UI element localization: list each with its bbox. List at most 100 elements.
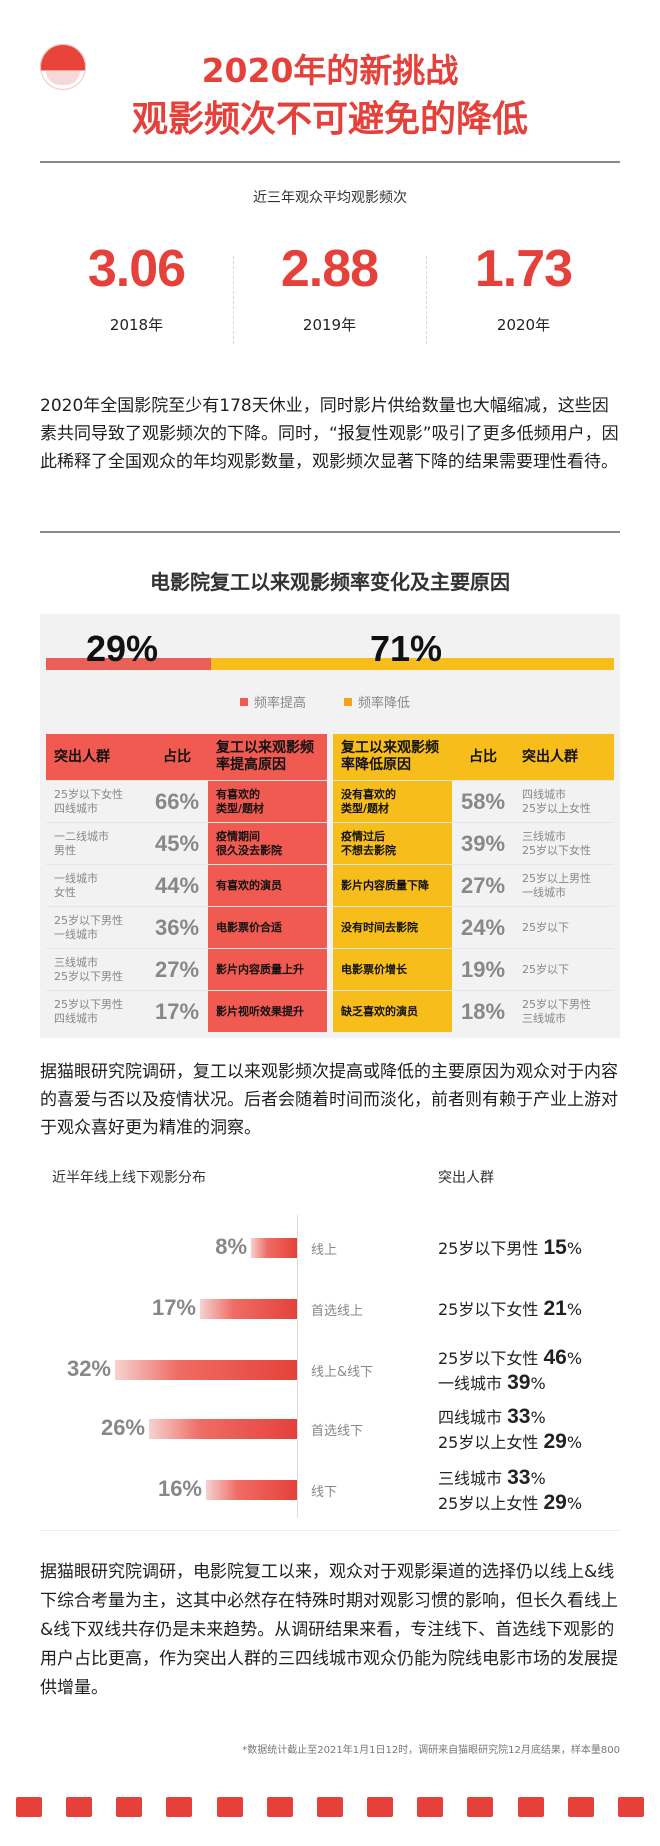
group-value: 46: [543, 1346, 567, 1369]
group-value: 21: [543, 1297, 567, 1320]
distribution-bar: [206, 1480, 297, 1500]
decorative-dot: [367, 1797, 394, 1817]
header-reason: 复工以来观影频率提高原因: [208, 734, 327, 780]
cell-share: 45%: [154, 830, 200, 856]
group-name: 四线城市: [438, 1408, 508, 1427]
highlight-group: 四线城市 33%: [438, 1405, 582, 1430]
decorative-dot-row: [16, 1797, 644, 1817]
cell-share: 58%: [460, 788, 506, 814]
cell-reason: 电影票价合适: [208, 907, 327, 948]
group-name: 25岁以下女性: [438, 1300, 544, 1319]
mid-paragraph: 据猫眼研究院调研，复工以来观影频次提高或降低的主要原因为观众对于内容的喜爱与否以…: [40, 1062, 618, 1138]
highlight-group: 25岁以下女性 21%: [438, 1297, 582, 1322]
header-group: 突出人群: [514, 734, 614, 780]
highlight-group: 25岁以下女性 46%: [438, 1346, 582, 1371]
decorative-dot: [417, 1797, 444, 1817]
stat-2020: 1.73 2020年: [427, 240, 620, 335]
group-name: 一线城市: [438, 1374, 508, 1393]
decorative-dot: [517, 1797, 544, 1817]
stat-divider: [233, 256, 234, 344]
table-row: 影片内容质量下降 27% 25岁以上男性 一线城市: [333, 864, 614, 906]
decorative-dot: [567, 1797, 594, 1817]
increase-table: 突出人群 占比 复工以来观影频率提高原因 25岁以下女性 四线城市 66% 有喜欢的…: [46, 734, 327, 1032]
highlight-groups: 四线城市 33% 25岁以上女性 29%: [438, 1405, 582, 1455]
chart-axis: [297, 1215, 298, 1518]
cell-group: 25岁以下: [522, 920, 569, 934]
highlight-groups: 25岁以下女性 46% 一线城市 39%: [438, 1346, 582, 1396]
decorative-dot: [266, 1797, 293, 1817]
group-unit: %: [566, 1494, 583, 1513]
down-percent: 71%: [370, 628, 443, 669]
highlight-group: 25岁以上女性 29%: [438, 1430, 582, 1455]
highlight-group: 一线城市 39%: [438, 1371, 582, 1396]
table-row: 25岁以下女性 四线城市 66% 有喜欢的 类型/题材: [46, 780, 327, 822]
table-row: 没有喜欢的 类型/题材 58% 四线城市 25岁以上女性: [333, 780, 614, 822]
cell-group: 25岁以上男性 一线城市: [522, 871, 591, 899]
stat-value: 3.06: [87, 240, 186, 298]
cell-share: 27%: [154, 956, 200, 982]
header-group: 突出人群: [46, 734, 146, 780]
distribution-row: 8% 线上 25岁以下男性 15%: [0, 1228, 660, 1268]
cell-group: 25岁以下: [522, 962, 569, 976]
distribution-label: 首选线下: [311, 1424, 364, 1439]
group-name: 三线城市: [438, 1469, 508, 1488]
cell-share: 36%: [154, 914, 200, 940]
distribution-bar: [149, 1419, 297, 1439]
distribution-percent: 32%: [66, 1356, 111, 1381]
table-row: 三线城市 25岁以下男性 27% 影片内容质量上升: [46, 948, 327, 990]
table-header: 突出人群 占比 复工以来观影频率提高原因: [46, 734, 327, 780]
highlight-groups: 三线城市 33% 25岁以上女性 29%: [438, 1466, 582, 1516]
cell-reason: 疫情期间 很久没去影院: [208, 823, 327, 864]
groups-header: 突出人群: [438, 1170, 494, 1186]
table-header: 复工以来观影频率降低原因 占比 突出人群: [333, 734, 614, 780]
divider: [40, 531, 620, 533]
page-title-line1: 2020年的新挑战: [201, 51, 459, 90]
bar-up: [46, 658, 211, 670]
table-row: 一二线城市 男性 45% 疫情期间 很久没去影院: [46, 822, 327, 864]
frequency-split-bar: [46, 658, 614, 670]
highlight-group: 25岁以上女性 29%: [438, 1491, 582, 1516]
cell-reason: 没有喜欢的 类型/题材: [333, 781, 452, 822]
group-unit: %: [530, 1374, 546, 1393]
decorative-dot: [467, 1797, 494, 1817]
cell-reason: 电影票价增长: [333, 949, 452, 990]
distribution-row: 26% 首选线下 四线城市 33% 25岁以上女性 29%: [0, 1405, 660, 1453]
group-value: 29: [543, 1491, 567, 1514]
closing-paragraph: 据猫眼研究院调研，电影院复工以来，观众对于观影渠道的选择仍以线上&线下综合考量为…: [40, 1562, 618, 1698]
footnote: *数据统计截止至2021年1月1日12时，调研来自猫眼研究院12月底结果，样本量…: [242, 1745, 620, 1756]
divider: [40, 161, 620, 163]
group-value: 15: [543, 1236, 567, 1259]
distribution-label: 线上: [311, 1243, 338, 1258]
distribution-label: 首选线上: [311, 1304, 364, 1319]
distribution-percent: 17%: [151, 1295, 196, 1320]
cell-reason: 疫情过后 不想去影院: [333, 823, 452, 864]
stat-year: 2018年: [109, 316, 164, 334]
distribution-bar: [115, 1360, 297, 1380]
cell-share: 24%: [460, 914, 506, 940]
group-value: 39: [507, 1371, 531, 1394]
group-unit: %: [566, 1433, 583, 1452]
cell-share: 17%: [154, 998, 200, 1024]
group-name: 25岁以下男性: [438, 1239, 544, 1258]
stat-year: 2019年: [302, 316, 357, 334]
distribution-percent: 16%: [157, 1476, 202, 1501]
bar-down: [211, 658, 614, 670]
header-share: 占比: [146, 734, 208, 780]
cell-group: 一线城市 女性: [54, 871, 98, 899]
stat-2019: 2.88 2019年: [233, 240, 426, 335]
decrease-table: 复工以来观影频率降低原因 占比 突出人群 没有喜欢的 类型/题材 58% 四线城市 …: [333, 734, 614, 1032]
cell-group: 四线城市 25岁以上女性: [522, 787, 591, 815]
cell-share: 66%: [154, 788, 200, 814]
distribution-percent: 26%: [100, 1415, 145, 1440]
table-row: 疫情过后 不想去影院 39% 三线城市 25岁以下女性: [333, 822, 614, 864]
table-row: 25岁以下男性 一线城市 36% 电影票价合适: [46, 906, 327, 948]
table-row: 一线城市 女性 44% 有喜欢的演员: [46, 864, 327, 906]
decorative-dot: [66, 1797, 93, 1817]
stat-value: 1.73: [474, 240, 573, 298]
table-row: 没有时间去影院 24% 25岁以下: [333, 906, 614, 948]
cell-reason: 影片内容质量下降: [333, 865, 452, 906]
cell-reason: 缺乏喜欢的演员: [333, 991, 452, 1032]
decorative-dot: [316, 1797, 343, 1817]
table-row: 电影票价增长 19% 25岁以下: [333, 948, 614, 990]
group-value: 29: [543, 1430, 567, 1453]
